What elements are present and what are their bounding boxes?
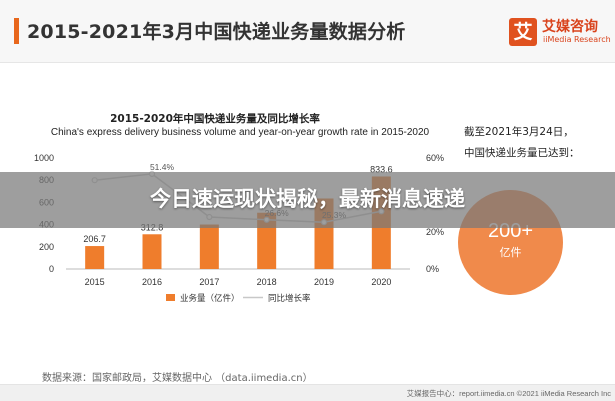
bar-value-label: 206.7: [83, 234, 106, 244]
x-tick-label: 2018: [257, 277, 277, 287]
side-note: 截至2021年3月24日， 中国快递业务量已达到：: [464, 122, 580, 164]
data-source: 数据来源：国家邮政局，艾媒数据中心 （data.iimedia.cn）: [42, 369, 313, 384]
y-tick-label: 200: [39, 242, 54, 252]
footer-bar: 艾媒报告中心：report.iimedia.cn ©2021 iiMedia R…: [0, 384, 615, 401]
y-tick-label: 1000: [34, 153, 54, 163]
headline-banner[interactable]: 今日速运现状揭秘，最新消息速递: [0, 172, 615, 228]
y2-tick-label: 60%: [426, 153, 444, 163]
bar: [85, 246, 104, 269]
footer-text: 艾媒报告中心：report.iimedia.cn ©2021 iiMedia R…: [407, 388, 611, 399]
x-tick-label: 2020: [371, 277, 391, 287]
x-tick-label: 2015: [85, 277, 105, 287]
headline-text: 今日速运现状揭秘，最新消息速递: [0, 183, 615, 213]
legend-bar-swatch: [166, 294, 175, 301]
x-tick-label: 2019: [314, 277, 334, 287]
x-tick-label: 2017: [199, 277, 219, 287]
legend-bar-label: 业务量（亿件）: [180, 293, 240, 304]
x-tick-label: 2016: [142, 277, 162, 287]
highlight-unit: 亿件: [458, 244, 563, 260]
y2-tick-label: 0%: [426, 264, 439, 274]
bar: [143, 234, 162, 269]
y2-tick-label: 20%: [426, 227, 444, 237]
growth-value-label: 51.4%: [150, 162, 175, 172]
legend-line-label: 同比增长率: [268, 293, 311, 304]
y-tick-label: 0: [49, 264, 54, 274]
bar: [200, 225, 219, 269]
side-note-line-2: 中国快递业务量已达到：: [464, 143, 580, 164]
side-note-line-1: 截至2021年3月24日，: [464, 122, 580, 143]
